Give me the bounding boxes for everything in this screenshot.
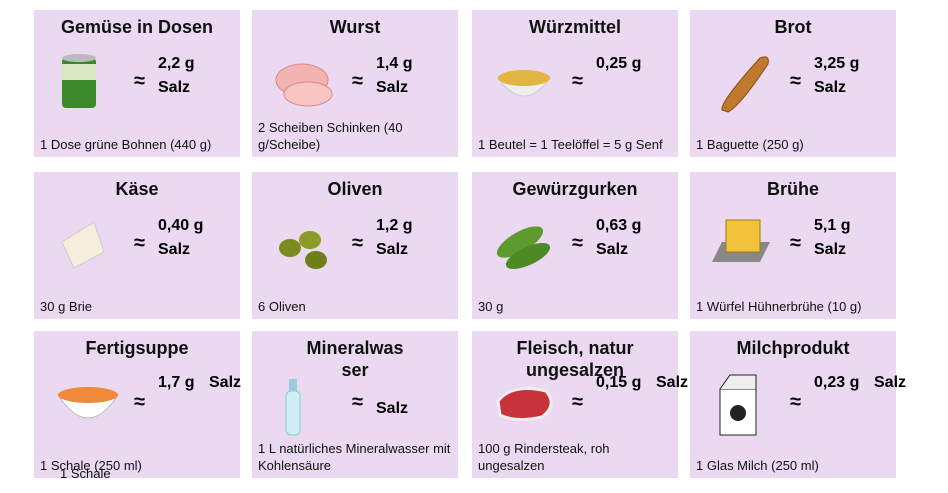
portion: 30 g <box>478 299 504 314</box>
card-title: Gewürzgurken <box>512 179 638 199</box>
salt-amount: 0,25 g <box>596 55 642 72</box>
salt-unit: Salz <box>656 374 689 391</box>
portion: 6 Oliven <box>258 299 306 314</box>
salt-amount: 0,40 g <box>158 217 204 234</box>
card: Brot ≈3,25 g Salz 1 Baguette (250 g) <box>690 10 896 157</box>
portion: 1 Würfel Hühnerbrühe (10 g) <box>696 299 862 314</box>
food-icon <box>279 231 327 269</box>
salt-amount: 0,15 g <box>596 374 642 391</box>
salt-amount: 1,7 g <box>158 374 195 391</box>
card: Gemüse in Dosen ≈2,2 g Salz 1 Dose grüne Bo… <box>34 10 240 157</box>
card: Gewürzgurken ≈0,63 g Salz 30 g <box>472 172 678 319</box>
card-title: Milchprodukt <box>736 338 850 358</box>
card-title: Würzmittel <box>529 17 621 37</box>
card: Wurst ≈1,4 g Salz 2 Scheiben Schinken (40 g… <box>252 10 458 157</box>
salt-unit: Salz <box>209 374 242 391</box>
card-title: Brühe <box>766 179 819 199</box>
food-icon <box>285 379 301 436</box>
approx-sign: ≈ <box>790 232 801 254</box>
approx-sign: ≈ <box>134 232 145 254</box>
approx-sign: ≈ <box>572 70 583 92</box>
approx-sign: ≈ <box>572 391 583 413</box>
card-title: Wurst <box>329 17 381 37</box>
portion: 2 Scheiben Schinken (40 g/Scheibe) <box>258 120 403 152</box>
portion: 1 Beutel = 1 Teelöffel = 5 g Senf <box>478 137 663 152</box>
food-icon <box>275 63 333 107</box>
portion: 1 Dose grüne Bohnen (440 g) <box>40 137 212 152</box>
card: Milchprodukt ≈0,23 g Salz 1 Glas Milch (250… <box>690 331 906 478</box>
food-icon <box>57 387 119 419</box>
food-icon <box>721 56 769 113</box>
salt-amount: 3,25 g <box>814 55 860 72</box>
food-icon <box>496 226 551 270</box>
portion-overlay: 1 Schale <box>60 466 111 481</box>
salt-amount: 0,23 g <box>814 374 860 391</box>
card: Brühe ≈5,1 g Salz 1 Würfel Hühnerbrühe (10 … <box>690 172 896 319</box>
salt-unit: Salz <box>596 241 629 258</box>
food-icon <box>497 70 551 97</box>
salt-amount: 1,4 g <box>376 55 413 72</box>
food-icon <box>712 219 770 262</box>
card-title: Fertigsuppe <box>85 338 189 358</box>
approx-sign: ≈ <box>352 70 363 92</box>
salt-amount: 5,1 g <box>814 217 851 234</box>
food-icon <box>719 374 757 436</box>
card: Würzmittel ≈0,25 g 1 Beutel = 1 Teelöffel … <box>472 10 678 157</box>
portion: 1 Glas Milch (250 ml) <box>696 458 819 473</box>
approx-sign: ≈ <box>790 70 801 92</box>
portion: 1 Baguette (250 g) <box>696 137 804 152</box>
approx-sign: ≈ <box>352 391 363 413</box>
card: Fertigsuppe ≈1,7 g Salz 1 Schale (250 ml) 1 … <box>34 331 242 481</box>
food-icon <box>62 54 96 108</box>
approx-sign: ≈ <box>790 391 801 413</box>
salt-unit: Salz <box>814 79 847 96</box>
salt-unit: Salz <box>874 374 907 391</box>
card: Käse ≈0,40 g Salz 30 g Brie <box>34 172 240 319</box>
portion: 100 g Rindersteak, roh ungesalzen <box>478 441 610 473</box>
portion: 1 Schale (250 ml) <box>40 458 142 473</box>
card-title: Fleisch, natur ungesalzen <box>516 338 634 380</box>
salt-unit: Salz <box>376 79 409 96</box>
portion: 30 g Brie <box>40 299 93 314</box>
salt-unit: Salz <box>376 400 409 417</box>
portion: 1 L natürliches Mineralwasser mit Kohlen… <box>258 441 451 473</box>
card: Oliven ≈1,2 g Salz 6 Oliven <box>252 172 458 319</box>
salt-unit: Salz <box>158 79 191 96</box>
food-icon <box>61 221 105 269</box>
salt-amount: 2,2 g <box>158 55 195 72</box>
salt-unit: Salz <box>158 241 191 258</box>
card-title: Käse <box>115 179 159 199</box>
card: Fleisch, natur ungesalzen ≈0,15 g Salz 100 … <box>472 331 688 478</box>
salt-amount: 1,2 g <box>376 217 413 234</box>
card-title: Mineralwasser <box>306 338 404 380</box>
card-title: Brot <box>774 17 812 37</box>
approx-sign: ≈ <box>134 70 145 92</box>
card-title: Gemüse in Dosen <box>60 17 214 37</box>
salt-unit: Salz <box>376 241 409 258</box>
card-title: Oliven <box>327 179 383 199</box>
approx-sign: ≈ <box>134 391 145 413</box>
food-icon <box>496 387 553 422</box>
salt-unit: Salz <box>814 241 847 258</box>
approx-sign: ≈ <box>572 232 583 254</box>
approx-sign: ≈ <box>352 232 363 254</box>
card: Mineralwasser ≈ Salz 1 L natürliches Minera… <box>252 331 458 478</box>
salt-amount: 0,63 g <box>596 217 642 234</box>
